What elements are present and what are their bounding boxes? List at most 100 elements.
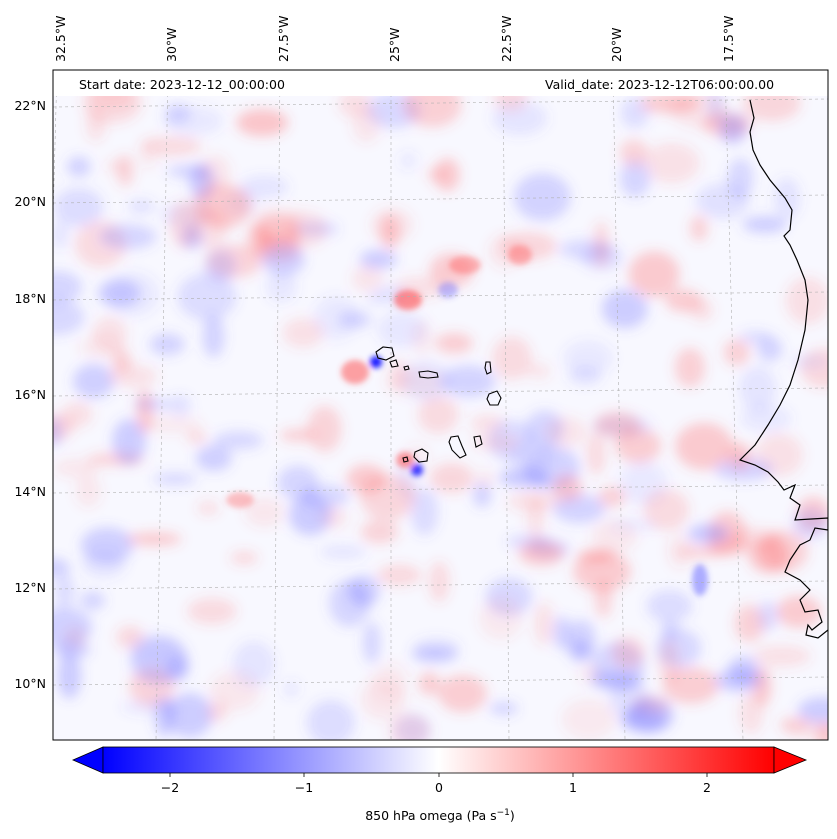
ascent-blob: [142, 136, 202, 157]
descent-blob: [80, 527, 134, 564]
colorbar-label-exponent: −1: [496, 808, 510, 818]
ascent-blob: [619, 139, 648, 166]
ascent-blob: [143, 415, 202, 434]
descent-blob: [289, 494, 332, 536]
ascent-blob: [527, 495, 545, 541]
descent-blob: [130, 637, 189, 684]
ascent-blob: [351, 265, 384, 293]
descent-blob: [195, 445, 232, 472]
ascent-blob: [380, 214, 400, 250]
lon-label: 25°W: [387, 27, 402, 62]
ascent-blob: [352, 106, 381, 143]
ascent-blob: [782, 720, 828, 739]
descent-blob: [728, 656, 759, 684]
lat-label: 12°N: [14, 580, 46, 595]
meridian-line: [273, 70, 281, 740]
descent-blob: [377, 311, 427, 348]
descent-blob: [53, 270, 83, 304]
descent-blob: [128, 199, 155, 214]
ascent-blob: [723, 339, 750, 366]
ascent-blob: [615, 428, 662, 463]
ascent-blob: [435, 332, 474, 354]
ascent-blob: [665, 289, 702, 313]
ascent-blob: [727, 442, 751, 470]
descent-blob: [706, 87, 725, 124]
graticule: [53, 70, 828, 740]
ascent-blob: [230, 551, 259, 565]
ascent-blob: [593, 220, 610, 268]
descent-blob: [54, 574, 75, 609]
ascent-blob: [418, 671, 441, 696]
descent-blob: [412, 637, 460, 660]
colorbar: [102, 746, 775, 774]
ascent-blob: [236, 109, 289, 137]
descent-blob: [562, 340, 614, 376]
ascent-blob: [107, 365, 158, 388]
colorbar-tick-label: −2: [160, 780, 180, 795]
descent-blob: [133, 398, 172, 411]
ascent-blob: [360, 520, 399, 544]
descent-blob: [441, 365, 496, 398]
descent-blob: [509, 439, 554, 474]
island-santa-luzia: [403, 365, 410, 371]
descent-blob: [53, 220, 69, 249]
descent-blob: [57, 652, 82, 699]
omega-extremum: [411, 464, 423, 476]
descent-blob: [319, 544, 367, 559]
ascent-blob: [666, 532, 693, 570]
omega-extremum: [692, 564, 708, 596]
ascent-blob: [197, 501, 219, 515]
ascent-blob: [734, 601, 764, 641]
africa-coastline: [738, 99, 828, 639]
ascent-blob: [776, 595, 822, 629]
descent-blob: [797, 697, 828, 725]
ascent-blob: [662, 667, 719, 704]
descent-blob: [609, 683, 651, 718]
omega-extremum: [449, 256, 481, 274]
ascent-blob: [785, 276, 828, 325]
island-maio: [473, 435, 483, 448]
descent-blob: [410, 488, 439, 536]
ascent-blob: [561, 698, 617, 740]
omega-extremum: [226, 492, 254, 508]
annotation-bg: [53, 70, 828, 96]
ascent-blob: [434, 157, 460, 192]
island-sao-nicolau: [418, 370, 439, 379]
ascent-blob: [53, 458, 100, 478]
descent-blob: [166, 692, 213, 738]
omega-extremum: [394, 290, 422, 310]
descent-blob: [739, 404, 792, 433]
omega-extremum: [341, 360, 369, 384]
ascent-blob: [598, 486, 626, 508]
ascent-blob: [594, 581, 613, 619]
ascent-blob: [478, 597, 523, 641]
ascent-blob: [612, 636, 645, 669]
descent-blob: [553, 494, 606, 524]
ascent-blob: [376, 564, 422, 586]
ascent-blob: [643, 489, 690, 531]
descent-blob: [337, 311, 372, 329]
descent-blob: [53, 417, 63, 447]
ascent-blob: [438, 674, 487, 713]
meridian-line: [502, 70, 510, 740]
descent-blob: [306, 699, 356, 740]
descent-blob: [239, 175, 289, 199]
ascent-blob: [126, 532, 182, 546]
descent-blob: [619, 159, 651, 198]
lat-label: 10°N: [14, 676, 46, 691]
descent-blob: [66, 156, 91, 177]
island-sao-vicente: [389, 359, 399, 368]
ascent-blob: [116, 154, 134, 187]
ascent-blob: [78, 335, 126, 360]
descent-blob: [472, 482, 492, 508]
ascent-blob: [384, 368, 444, 396]
descent-blob: [112, 418, 147, 465]
descent-blob: [54, 187, 104, 227]
ascent-blob: [738, 692, 764, 735]
colorbar-label: 850 hPa omega (Pa s−1): [365, 808, 515, 823]
descent-blob: [313, 295, 359, 341]
descent-blob: [283, 680, 300, 698]
map-frame: [52, 69, 829, 741]
ascent-blob: [61, 401, 93, 428]
colorbar-label-close: ): [509, 808, 515, 824]
